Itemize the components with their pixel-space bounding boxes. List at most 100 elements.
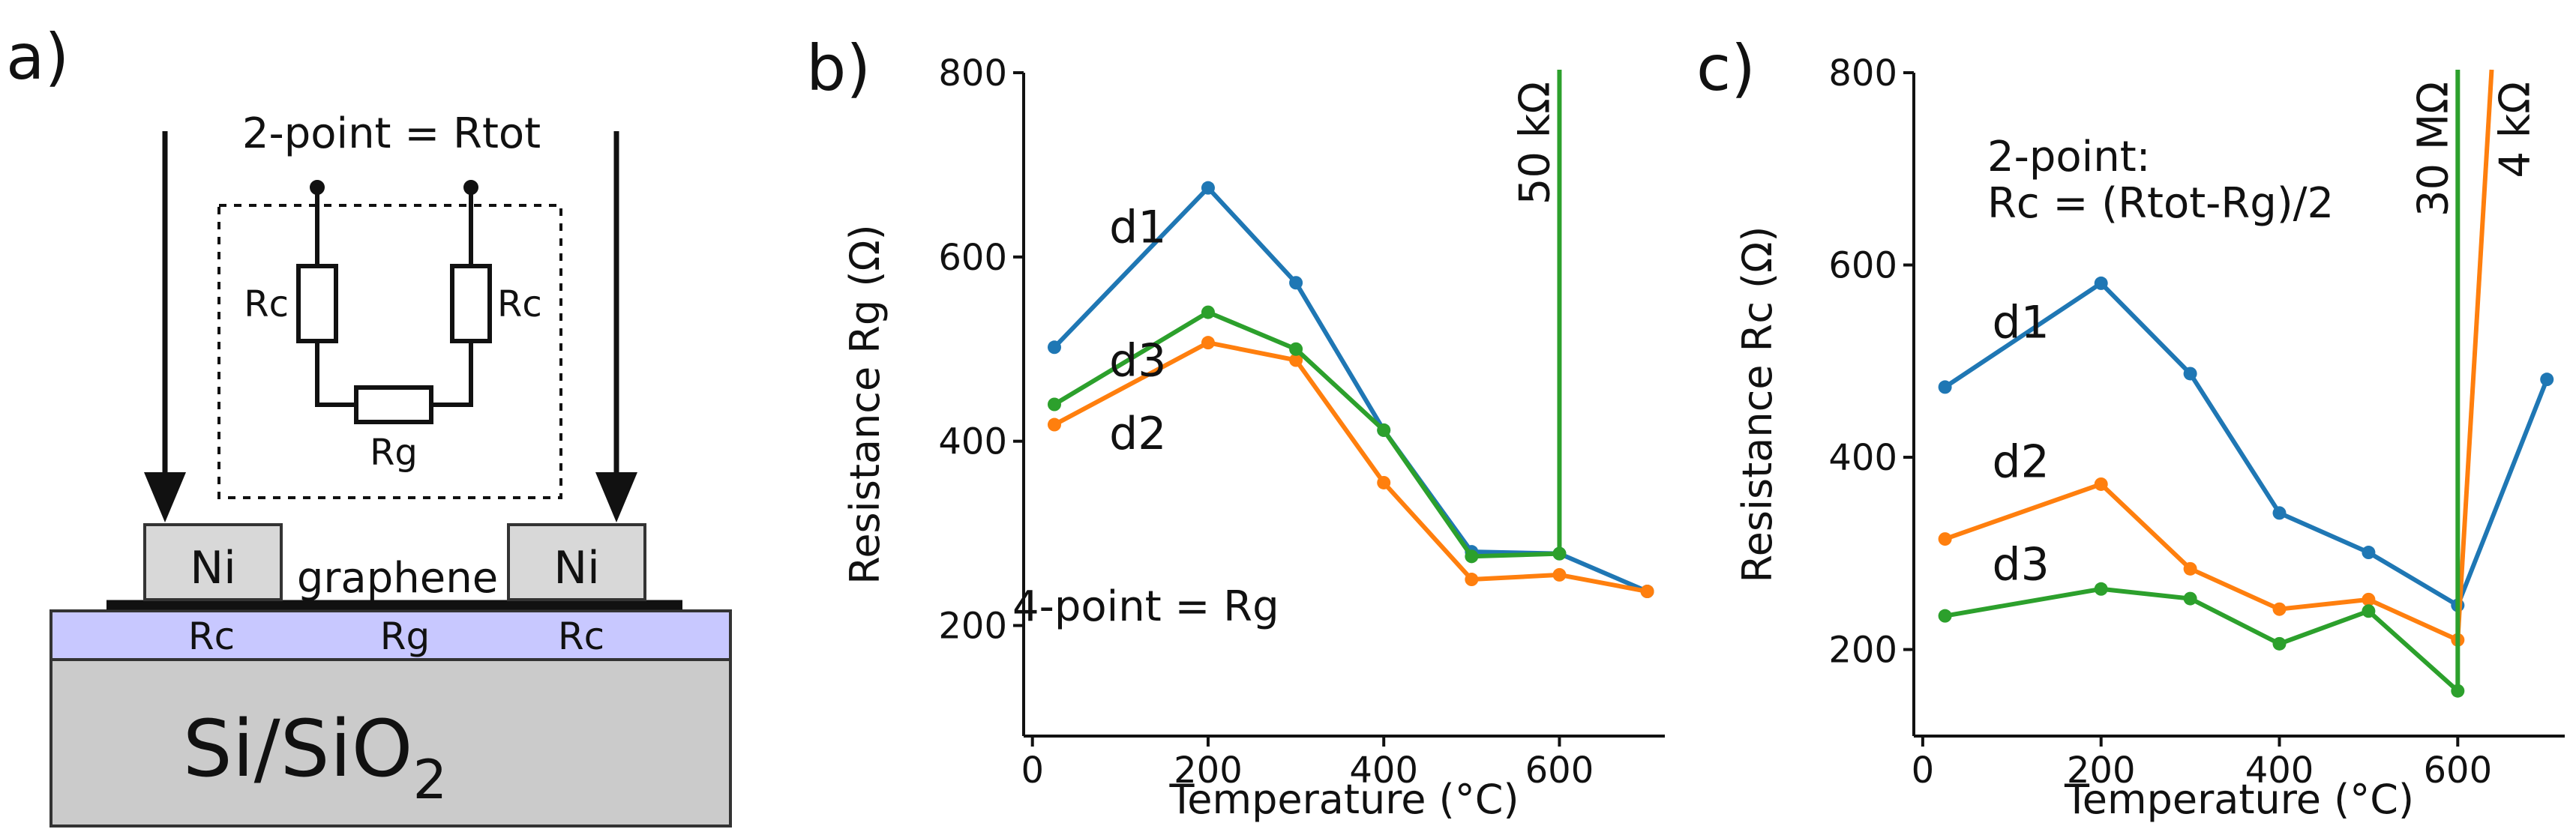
chart-b-line-d3	[1053, 310, 1560, 559]
chart-c-point-d2	[1938, 532, 1952, 546]
chart-b-label-d2: d2	[1109, 408, 1166, 460]
chart-c-label-d2: d2	[1993, 435, 2050, 488]
chart-c-xtick-label: 600	[2424, 750, 2493, 792]
chart-b-point-d3	[1201, 305, 1215, 319]
panel-c-label: c)	[1696, 31, 1756, 105]
chart-b-xtick-label: 200	[1174, 750, 1243, 792]
circuit-diagram	[296, 180, 492, 424]
chart-c-ytick-label: 800	[1828, 52, 1897, 94]
chart-b-point-d3	[1377, 423, 1391, 437]
chart-b-xtick-label: 600	[1525, 750, 1594, 792]
chart-b-point-d3	[1047, 397, 1061, 412]
chart-c-point-d2	[2094, 477, 2108, 491]
chart-b-point-d1	[1047, 340, 1061, 355]
chart-b-jump-label-d3: 50 kΩ	[1510, 82, 1559, 205]
chart-c-point-d2	[2183, 561, 2197, 576]
chart-c-label-d3: d3	[1993, 539, 2050, 591]
chart-b-point-d2	[1289, 353, 1303, 367]
chart-c-point-d3	[1938, 609, 1952, 623]
layer-rc-right-label: Rc	[558, 615, 604, 658]
circuit-rg-label: Rg	[370, 432, 418, 474]
circuit-box	[217, 204, 562, 499]
chart-b-ytick-label: 800	[938, 52, 1007, 94]
layer-rc-left-label: Rc	[188, 615, 235, 658]
chart-c-xtick-label: 400	[2245, 750, 2314, 792]
layer-rg-label: Rg	[380, 615, 430, 658]
probe-arrowhead-left	[144, 472, 186, 522]
panel-a: a) Si/SiO2 Rc Rg Rc graphene Ni Ni 2-poi…	[6, 20, 732, 828]
chart-c-point-d2	[2272, 602, 2287, 616]
resistor-rg	[354, 385, 433, 424]
panel-b-label: b)	[806, 31, 871, 105]
chart-c-xtick-label: 0	[1912, 750, 1935, 792]
graphene-label: graphene	[297, 554, 498, 603]
chart-b-point-d2	[1047, 418, 1061, 432]
chart-c-point-d3	[2362, 604, 2376, 618]
chart-c-jump-d2	[2455, 69, 2494, 640]
chart-c-point-d1	[2540, 373, 2554, 387]
probe-arrowhead-right	[595, 472, 637, 522]
chart-b-point-d3	[1465, 549, 1479, 564]
panel-a-label: a)	[6, 20, 69, 94]
substrate-label: Si/SiO2	[183, 703, 448, 811]
ni-contact-left-label: Ni	[190, 542, 236, 594]
chart-c-ytick-label: 400	[1828, 437, 1897, 479]
chart-b-xtick-label: 0	[1021, 750, 1044, 792]
chart-c-ylabel: Resistance Rc (Ω)	[1734, 226, 1781, 583]
chart-c-jump-label-d3: 30 MΩ	[2409, 82, 2458, 217]
chart-b-label-d1: d1	[1109, 202, 1166, 254]
chart-c-xtick-label: 200	[2067, 750, 2136, 792]
circuit-title: 2-point = Rtot	[242, 109, 541, 158]
ni-contact-left	[143, 523, 283, 601]
wire-bottom-right	[431, 341, 473, 407]
substrate	[49, 658, 732, 828]
chart-c-ytick-label: 200	[1828, 630, 1897, 672]
chart-b-point-d2	[1552, 567, 1567, 582]
chart-c-point-d3	[2183, 591, 2197, 606]
chart-b-label-d3: d3	[1109, 335, 1166, 388]
chart-b-annotation: 4-point = Rg	[1012, 582, 1279, 631]
chart-b-point-d2	[1465, 573, 1479, 587]
chart-c-point-d1	[2094, 276, 2108, 290]
chart-b-xtick-label: 400	[1349, 750, 1418, 792]
chart-b-xlabel: Temperature (°C)	[1168, 776, 1519, 823]
resistor-rc-right	[450, 264, 492, 343]
chart-c-ytick-label: 600	[1828, 245, 1897, 287]
ni-contact-right	[507, 523, 646, 601]
contact-layer	[49, 609, 732, 661]
chart-c-annotation-line: Rc = (Rtot-Rg)/2	[1987, 179, 2334, 228]
chart-b-point-d2	[1640, 585, 1654, 599]
chart-c-point-d2	[2362, 592, 2376, 606]
chart-c-line-d3	[1945, 586, 2460, 693]
chart-c-label-d1: d1	[1993, 296, 2050, 349]
chart-b-point-d1	[1289, 276, 1303, 290]
chart-b-point-d3	[1289, 342, 1303, 356]
circuit-rc-right-label: Rc	[497, 283, 542, 325]
ni-contact-right-label: Ni	[553, 542, 600, 594]
circuit-rc-left-label: Rc	[244, 283, 289, 325]
chart-c-jump-label-d2: 4 kΩ	[2491, 82, 2539, 178]
chart-c-xlabel: Temperature (°C)	[2064, 776, 2414, 823]
chart-b-point-d2	[1201, 336, 1215, 350]
chart-c-annotation-line: 2-point:	[1987, 133, 2151, 181]
chart-c-point-d1	[2272, 506, 2287, 520]
resistor-rc-left	[296, 264, 338, 343]
wire-bottom-left	[315, 341, 356, 407]
chart-b-ytick-label: 400	[938, 421, 1007, 463]
chart-b-ytick-label: 600	[938, 237, 1007, 279]
chart-c-point-d1	[1938, 380, 1952, 394]
chart-b-ylabel: Resistance Rg (Ω)	[841, 224, 889, 585]
chart-b-ytick-label: 200	[938, 606, 1007, 648]
chart-b-point-d2	[1377, 475, 1391, 489]
chart-c-point-d3	[2094, 582, 2108, 596]
chart-c-line-d2	[1944, 481, 2459, 642]
chart-c-point-d1	[2183, 367, 2197, 381]
chart-c-point-d1	[2362, 546, 2376, 560]
chart-b-point-d1	[1201, 181, 1215, 195]
chart-c-point-d3	[2272, 636, 2287, 651]
